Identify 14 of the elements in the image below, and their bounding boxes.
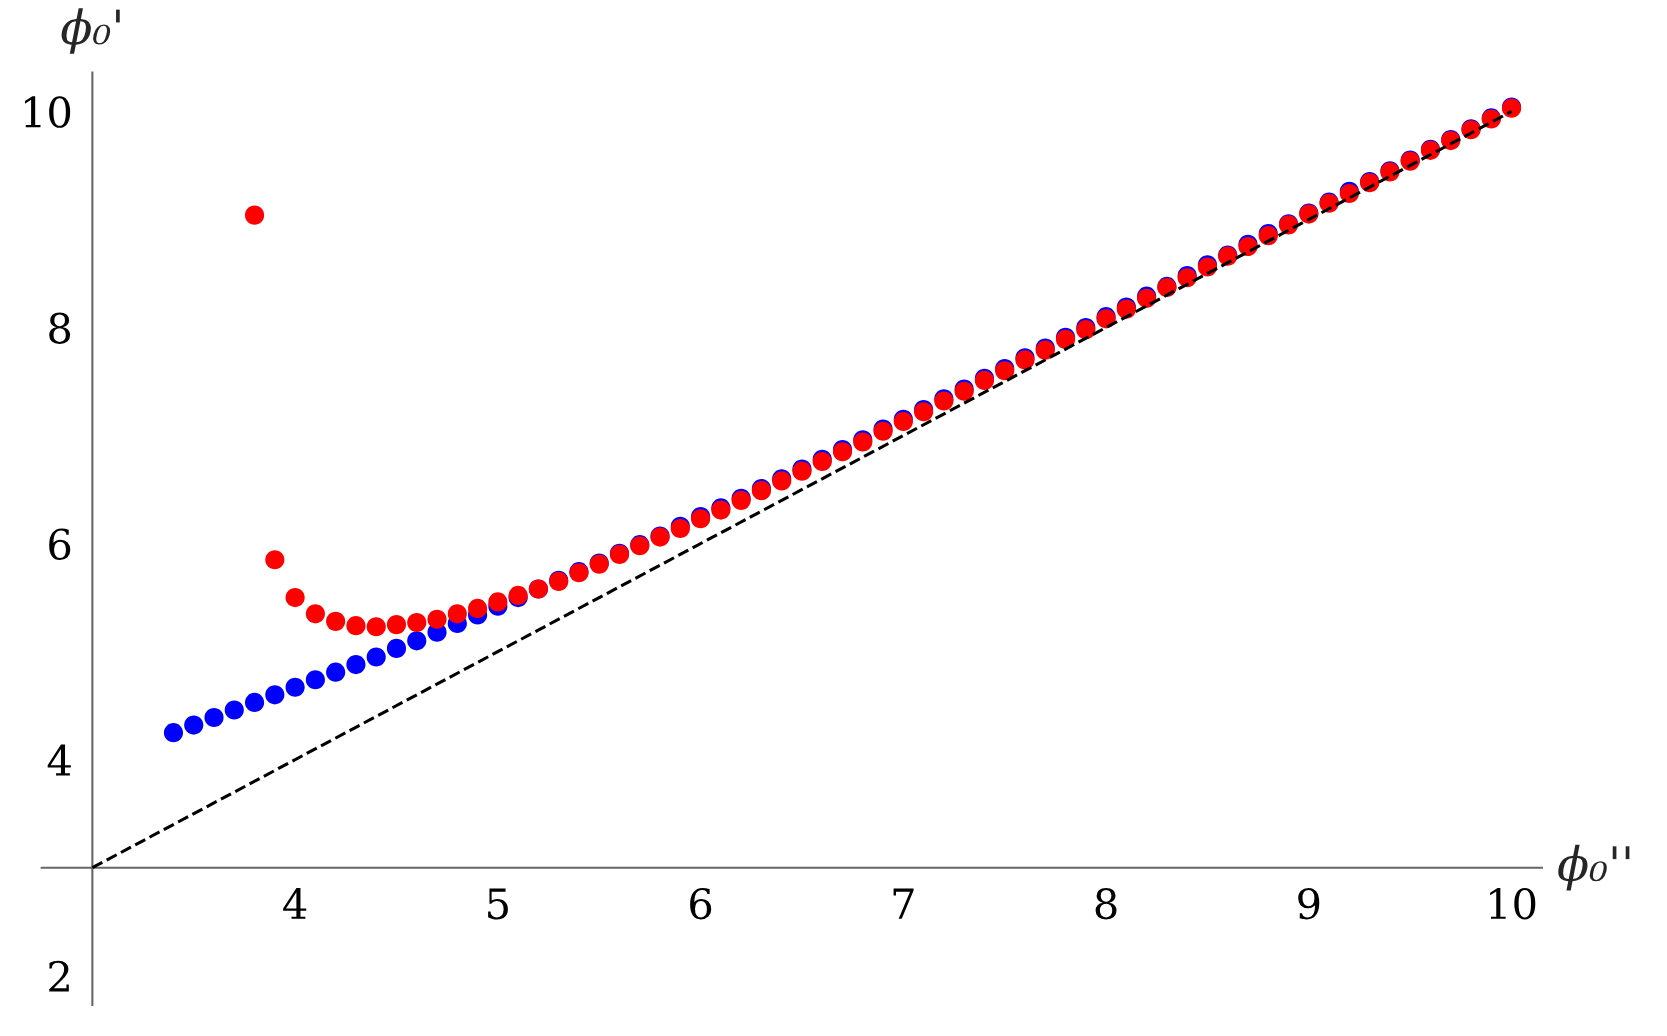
y-tick-label: 2: [49, 960, 69, 992]
x-tick-label: 9: [1298, 887, 1320, 920]
x-tick-label: 7: [893, 888, 914, 919]
y-tick-label: 6: [49, 528, 71, 560]
y-axis-title: ϕ₀': [61, 8, 120, 54]
y-tick-label: 10: [24, 96, 71, 128]
x-axis-title: ϕ₀'': [1558, 844, 1630, 891]
x-tick-label: 5: [488, 888, 508, 920]
x-tick-label: 6: [690, 887, 712, 920]
x-tick-label: 4: [283, 887, 307, 919]
x-tick-label: 8: [1095, 887, 1117, 920]
y-tick-label: 8: [49, 312, 71, 344]
y-tick-label: 4: [47, 744, 71, 776]
x-tick-label: 10: [1490, 887, 1536, 920]
